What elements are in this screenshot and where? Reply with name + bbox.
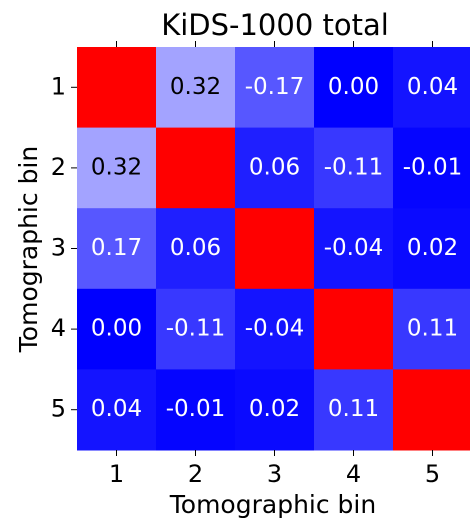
heatmap-cell xyxy=(77,369,157,451)
cell-label: 0.11 xyxy=(407,316,458,342)
cell-label: 0.04 xyxy=(407,74,458,100)
cell-label: 0.11 xyxy=(328,396,379,422)
x-tick-label: 1 xyxy=(109,460,124,488)
y-tick-label: 1 xyxy=(51,72,66,100)
heatmap-cell xyxy=(77,127,157,209)
heatmap-cell xyxy=(235,47,315,129)
heatmap-cell xyxy=(77,288,157,370)
heatmap-cell xyxy=(314,208,394,290)
x-axis-label: Tomographic bin xyxy=(169,490,376,519)
heatmap-cell xyxy=(156,127,236,209)
heatmap-cell xyxy=(393,288,470,370)
heatmap-cell xyxy=(235,369,315,451)
heatmap-cell xyxy=(393,47,470,129)
cell-label: -0.11 xyxy=(166,316,226,342)
heatmap-cell xyxy=(77,208,157,290)
cell-label: -0.01 xyxy=(403,154,463,180)
cell-label: -0.04 xyxy=(324,235,384,261)
y-tick-label: 4 xyxy=(51,314,66,342)
cell-label: 0.06 xyxy=(170,235,221,261)
cell-label: 0.00 xyxy=(328,74,379,100)
heatmap-cell xyxy=(314,47,394,129)
y-tick-label: 2 xyxy=(51,153,66,181)
heatmap-cell xyxy=(156,369,236,451)
cell-label: -0.04 xyxy=(245,316,305,342)
x-tick-label: 5 xyxy=(425,460,440,488)
heatmap-cell xyxy=(156,47,236,129)
heatmap-cell xyxy=(393,369,470,451)
heatmap-cell xyxy=(77,47,157,129)
cell-label: 0.04 xyxy=(91,396,142,422)
cell-label: 0.32 xyxy=(170,74,221,100)
x-tick-label: 3 xyxy=(267,460,282,488)
cell-label: 0.02 xyxy=(249,396,300,422)
y-axis-label: Tomographic bin xyxy=(14,146,43,353)
heatmap-cell xyxy=(393,127,470,209)
heatmap-cell xyxy=(314,288,394,370)
heatmap-cell xyxy=(235,208,315,290)
heatmap-cell xyxy=(314,369,394,451)
cell-label: 0.32 xyxy=(91,154,142,180)
cell-label: 0.06 xyxy=(249,154,300,180)
heatmap-cell xyxy=(235,288,315,370)
cell-label: 0.00 xyxy=(91,316,142,342)
heatmap-cell xyxy=(314,127,394,209)
heatmap-cell xyxy=(393,208,470,290)
cell-label: -0.17 xyxy=(245,74,305,100)
cell-label: 0.02 xyxy=(407,235,458,261)
cell-label: 0.17 xyxy=(91,235,142,261)
heatmap-cell xyxy=(156,288,236,370)
y-tick-label: 5 xyxy=(51,395,66,423)
x-tick-label: 4 xyxy=(346,460,361,488)
y-tick-label: 3 xyxy=(51,234,66,262)
cell-label: -0.11 xyxy=(324,154,384,180)
heatmap-cell xyxy=(156,208,236,290)
cell-label: -0.01 xyxy=(166,396,226,422)
heatmap-cell xyxy=(235,127,315,209)
x-tick-label: 2 xyxy=(188,460,203,488)
chart-title: KiDS-1000 total xyxy=(161,8,389,42)
